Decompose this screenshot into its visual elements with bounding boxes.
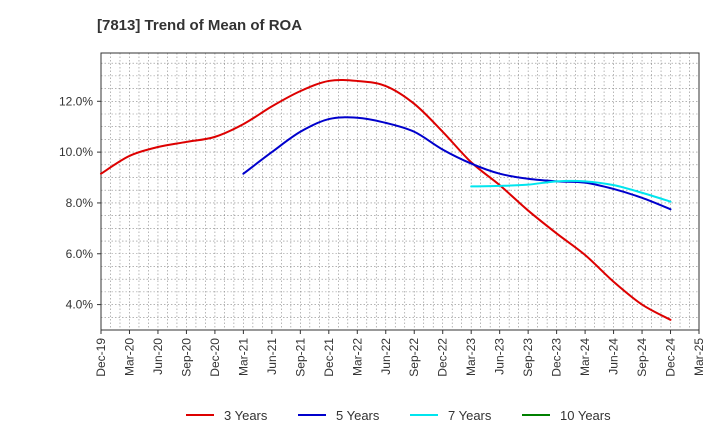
x-tick-label: Dec-20 xyxy=(208,338,222,377)
x-tick-label: Mar-25 xyxy=(692,338,706,376)
chart-title: [7813] Trend of Mean of ROA xyxy=(97,17,302,34)
plot-background xyxy=(101,53,699,330)
x-tick-label: Dec-21 xyxy=(322,338,336,377)
x-tick-label: Sep-21 xyxy=(293,338,307,377)
x-tick-label: Sep-24 xyxy=(635,338,649,377)
x-tick-label: Sep-22 xyxy=(407,338,421,377)
x-tick-label: Jun-21 xyxy=(265,338,279,375)
x-tick-label: Sep-20 xyxy=(179,338,193,377)
x-tick-label: Sep-23 xyxy=(521,338,535,377)
series-line-7-years xyxy=(470,179,672,203)
legend-label-3-years: 3 Years xyxy=(224,408,268,423)
x-tick-label: Dec-23 xyxy=(550,338,564,377)
x-tick-label: Mar-22 xyxy=(350,338,364,376)
y-tick-label: 8.0% xyxy=(66,196,94,210)
x-tick-label: Mar-23 xyxy=(464,338,478,376)
series-line-3-years xyxy=(100,78,672,321)
x-tick-label: Mar-20 xyxy=(122,338,136,376)
y-tick-label: 6.0% xyxy=(66,247,94,261)
plot-border xyxy=(100,52,700,331)
x-tick-label: Jun-22 xyxy=(379,338,393,375)
x-tick-label: Dec-22 xyxy=(436,338,450,377)
x-tick-label: Mar-24 xyxy=(578,338,592,376)
legend-label-10-years: 10 Years xyxy=(560,408,611,423)
x-tick-label: Dec-24 xyxy=(664,338,678,377)
legend-label-5-years: 5 Years xyxy=(336,408,380,423)
x-tick-label: Jun-20 xyxy=(151,338,165,375)
x-tick-label: Mar-21 xyxy=(236,338,250,376)
series-line-5-years xyxy=(242,116,672,211)
legend: 3 Years 5 Years 7 Years 10 Years xyxy=(186,408,611,423)
y-tick-label: 10.0% xyxy=(59,145,93,159)
y-tick-label: 12.0% xyxy=(59,94,93,108)
legend-label-7-years: 7 Years xyxy=(448,408,492,423)
x-tick-label: Jun-23 xyxy=(493,338,507,375)
y-tick-label: 4.0% xyxy=(66,298,94,312)
x-tick-label: Dec-19 xyxy=(94,338,108,377)
plot-area: 4.0% 6.0% 8.0% 10.0% 12.0% Dec-19 Mar-20 Jun-20… xyxy=(59,52,706,377)
x-tick-label: Jun-24 xyxy=(607,338,621,375)
